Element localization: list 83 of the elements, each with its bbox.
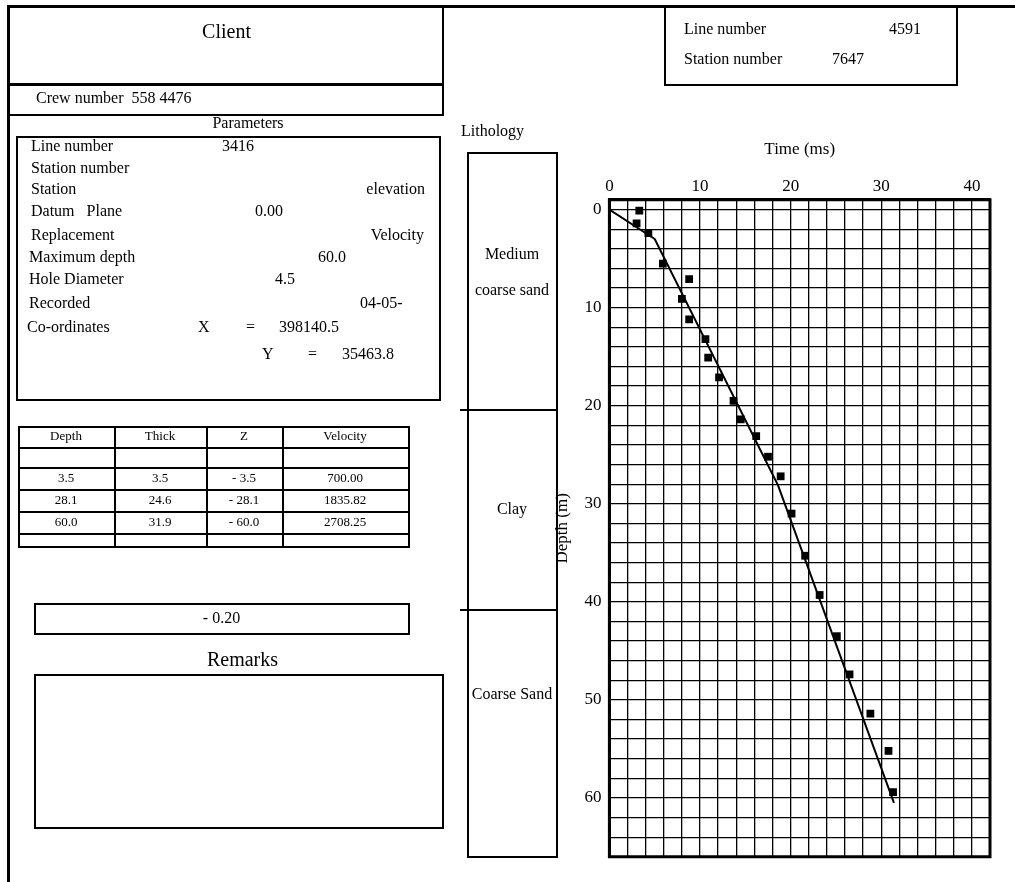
point [736, 415, 745, 424]
point [729, 396, 738, 405]
y-tick-label: 40 [584, 591, 602, 611]
point [832, 632, 841, 641]
text: Station number [684, 50, 783, 67]
text: 3.5 [150, 470, 170, 485]
x-tick-label: 40 [963, 176, 981, 196]
text: 35463.8 [342, 345, 395, 363]
text: Remarks [205, 648, 280, 671]
text: 3416 [222, 137, 255, 155]
text: Y [262, 345, 275, 363]
point [685, 315, 694, 324]
text: Crew number 558 4476 [36, 89, 193, 107]
point [635, 206, 644, 215]
point [752, 432, 761, 441]
y-tick-label: 60 [584, 787, 602, 807]
text: 28.1 [53, 492, 79, 507]
point [685, 275, 694, 284]
y-tick-label: 30 [584, 493, 602, 513]
text: = [246, 318, 257, 336]
point [704, 353, 713, 362]
text: 24.6 [147, 492, 173, 507]
text: Client [201, 20, 252, 43]
text: 4.5 [275, 270, 296, 288]
text: Clay [496, 500, 528, 517]
y-tick-label: 50 [584, 689, 602, 709]
text: 04-05- [360, 294, 404, 312]
text: 700.00 [326, 470, 364, 485]
text: - 28.1 [227, 492, 261, 507]
text: 398140.5 [279, 318, 340, 336]
x-tick-label: 10 [691, 176, 709, 196]
y-tick-label: 20 [584, 395, 602, 415]
text: - 0.20 [201, 609, 242, 627]
text: 4591 [889, 20, 922, 38]
text: Depth [49, 428, 83, 443]
text: 7647 [832, 50, 865, 68]
point [764, 452, 772, 461]
text: Line number [31, 137, 115, 155]
text: Maximum depth [29, 248, 137, 266]
text: 3.5 [56, 470, 76, 485]
point [658, 259, 667, 268]
point [866, 709, 875, 718]
text: Coarse Sand [470, 684, 554, 704]
x-axis-title: Time (ms) [764, 138, 836, 158]
text: Velocity [369, 226, 424, 244]
text: = [308, 345, 319, 363]
text: Z [239, 428, 249, 443]
text: 0.00 [255, 202, 284, 220]
point [644, 229, 653, 238]
text: 60.0 [318, 248, 347, 266]
text: Station number [31, 159, 131, 177]
text: Recorded [29, 294, 92, 312]
point [884, 747, 893, 755]
x-tick-label: 20 [782, 176, 800, 196]
text: 1835.82 [322, 492, 368, 507]
text: 60.0 [53, 514, 79, 529]
text: elevation [365, 180, 425, 198]
text: Hole Diameter [29, 270, 125, 288]
text: Datum Plane [31, 202, 124, 220]
text: - 60.0 [227, 514, 261, 529]
y-tick-label: 10 [584, 297, 602, 317]
point [815, 591, 824, 599]
y-tick-label: 0 [592, 199, 602, 219]
text: Co-ordinates [27, 318, 111, 336]
text: Replacement [31, 226, 116, 244]
text: Velocity [322, 428, 368, 443]
text: X [198, 318, 211, 336]
text: Station [31, 180, 78, 198]
point [678, 294, 686, 303]
point [701, 335, 710, 343]
text: - 3.5 [231, 470, 257, 485]
text: Line number [684, 20, 768, 38]
point [776, 472, 785, 481]
text: 31.9 [147, 514, 173, 529]
text: Medium coarse sand [473, 244, 551, 300]
point [889, 788, 897, 796]
text: Thick [143, 428, 177, 443]
point [632, 219, 641, 228]
text: Lithology [461, 122, 526, 140]
text: Parameters [211, 114, 285, 132]
point [715, 373, 723, 382]
x-tick-label: 30 [872, 176, 890, 196]
text: 2708.25 [322, 514, 368, 529]
